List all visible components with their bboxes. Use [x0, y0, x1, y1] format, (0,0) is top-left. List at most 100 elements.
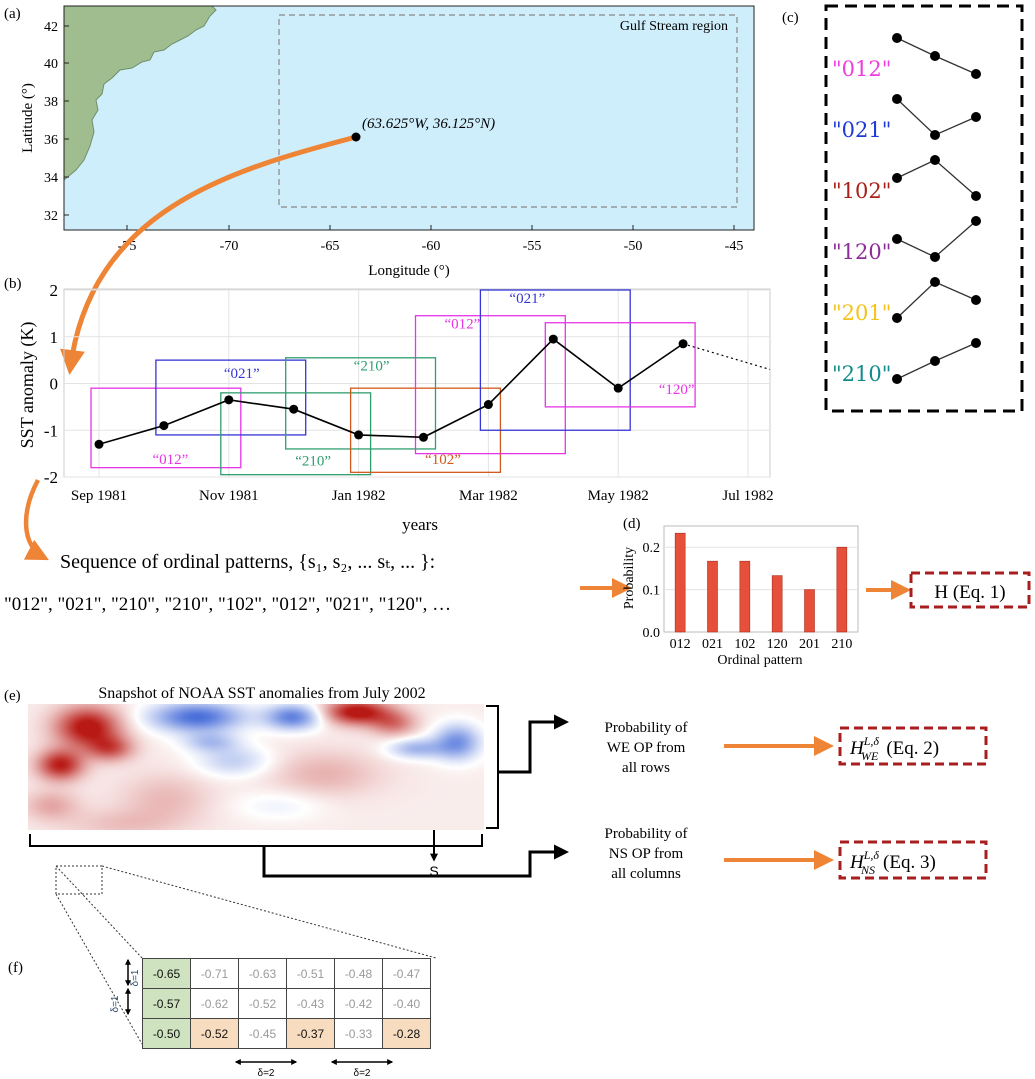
we-entropy-label: HL,δ WE (Eq. 2) — [849, 734, 939, 763]
anomaly-grid-cell: -0.40 — [382, 988, 431, 1019]
sst-point — [224, 395, 234, 405]
pattern-window-label: “210” — [295, 453, 331, 469]
anomaly-grid-cell: -0.43 — [286, 988, 335, 1019]
anomaly-grid-row: -0.57 -0.62 -0.52 -0.43 -0.42 -0.40 — [142, 988, 431, 1019]
pattern-window-box — [155, 359, 307, 436]
we-line-3: all rows — [622, 760, 670, 776]
sst-chart: “012” “021” “210” “210” “102” “012” “021” “120”… — [17, 281, 774, 534]
pattern-window-label: “102” — [425, 452, 461, 468]
pattern-legend: "012" "021" "102" "120" "201" "210" — [832, 33, 981, 386]
sst-y-ticks: 2 1 0 -1 -2 — [44, 281, 58, 487]
pattern-window-box — [285, 357, 437, 450]
ns-line-3: all columns — [611, 866, 681, 882]
pattern-legend-point — [971, 216, 981, 226]
zoom-lines — [55, 865, 437, 1045]
probability-chart: 012 021 102 120 201 210 0.0 0.1 0.2 Ordinal pat… — [622, 525, 859, 668]
sst-y-tick-label: -1 — [44, 421, 58, 440]
map-y-tick-label: 40 — [44, 57, 58, 72]
delta-h2-label: δ=2 — [354, 1068, 371, 1079]
anomaly-grid-cell: -0.71 — [190, 958, 239, 989]
map-x-tick-label: -55 — [523, 239, 542, 254]
histogram-bar — [771, 575, 783, 633]
entropy-box — [909, 571, 1031, 609]
pattern-legend-point — [930, 277, 940, 287]
sst-x-tick-label: Nov 1981 — [199, 488, 259, 504]
sst-series — [94, 334, 771, 449]
anomaly-grid-body: -0.65 -0.71 -0.63 -0.51 -0.48 -0.47 -0.57 -0.62… — [142, 958, 431, 1049]
sst-point — [483, 400, 493, 410]
map-panel: Gulf Stream region (63.625°W, 36.125°N) … — [20, 5, 755, 279]
histogram-x-tick-label: 201 — [799, 637, 820, 652]
sst-point — [354, 430, 364, 440]
delta-v1-label: δ=1 — [130, 969, 141, 986]
we-line-2: WE OP from — [607, 740, 686, 756]
sst-point — [289, 404, 299, 414]
sst-y-tick-label: 2 — [50, 281, 59, 300]
zoom-line-2 — [101, 865, 437, 959]
histogram-bar — [739, 560, 751, 633]
sst-x-tick-label: Mar 1982 — [459, 488, 518, 504]
pattern-legend-point — [892, 94, 902, 104]
anomaly-grid-cell: -0.37 — [286, 1018, 335, 1049]
land-coast — [64, 6, 217, 181]
track-arrow — [60, 134, 357, 375]
we-flow: Probability of WE OP from all rows HL,δ W… — [605, 720, 988, 776]
histogram-y-tick-label: 0.2 — [643, 541, 661, 556]
map-ylabel: Latitude (°) — [20, 83, 36, 153]
ns-entropy-sub: NS — [860, 863, 875, 877]
sst-x-ticks: Sep 1981 Nov 1981 Jan 1982 Mar 1982 May 1982… — [71, 488, 774, 504]
snapshot-title: Snapshot of NOAA SST anomalies from July… — [98, 685, 425, 702]
anomaly-grid-cell: -0.52 — [190, 1018, 239, 1049]
sst-point — [678, 339, 688, 349]
map-y-tick-label: 32 — [44, 209, 58, 224]
pattern-legend-shape — [896, 159, 977, 197]
point-label: (63.625°W, 36.125°N) — [362, 116, 495, 132]
sst-xlabel: years — [402, 515, 438, 534]
we-entropy-sup: L,δ — [863, 734, 880, 748]
pattern-legend-point — [930, 130, 940, 140]
sequence-arrow — [23, 478, 49, 561]
ns-entropy-sup: L,δ — [863, 848, 880, 862]
sequence-text: "012", "021", "210", "210", "102", "012"… — [4, 594, 451, 615]
histogram-ylabel: Probability — [622, 547, 637, 609]
pattern-legend-box — [824, 4, 1024, 413]
map-y-tick-label: 36 — [44, 133, 58, 148]
region-label: Gulf Stream region — [620, 19, 728, 34]
map-x-ticks: -75 -70 -65 -60 -55 -50 -45 — [118, 225, 743, 254]
sst-x-tick-label: Jan 1982 — [332, 488, 386, 504]
anomaly-grid-cell: -0.52 — [238, 988, 287, 1019]
zoom-line-3 — [55, 893, 143, 1045]
ns-entropy-box — [838, 840, 988, 880]
we-line-1: Probability of — [605, 720, 688, 736]
pattern-window-label: “012” — [152, 452, 188, 468]
anomaly-grid-cell: -0.45 — [238, 1018, 287, 1049]
pattern-window-box — [220, 392, 372, 476]
delta-v2-label: δ=1 — [110, 995, 121, 1012]
sst-point — [613, 383, 623, 393]
anomaly-grid-cell: -0.42 — [334, 988, 383, 1019]
histogram-y-tick-label: 0.1 — [643, 584, 661, 599]
pattern-legend-point — [971, 295, 981, 305]
anomaly-grid-cell: -0.48 — [334, 958, 383, 989]
sst-x-tick-label: Jul 1982 — [722, 488, 773, 504]
map-y-tick-label: 42 — [44, 20, 58, 35]
columns-bracket — [29, 834, 483, 847]
pattern-window-label: “012” — [445, 316, 481, 332]
histogram-bar — [707, 560, 718, 633]
sst-grid — [64, 289, 770, 478]
anomaly-grid-row: -0.50 -0.52 -0.45 -0.37 -0.33 -0.28 — [142, 1018, 431, 1049]
sst-x-tick-label: Sep 1981 — [71, 488, 127, 504]
sst-heatmap — [28, 704, 484, 830]
histogram-bar — [804, 589, 815, 633]
sst-y-tick-label: -2 — [44, 468, 58, 487]
we-entropy-letter: H — [849, 738, 865, 759]
map-y-tick-label: 38 — [44, 95, 58, 110]
histogram-grid — [664, 546, 858, 591]
map-x-tick-label: -70 — [220, 239, 239, 254]
pattern-legend-point — [892, 374, 902, 384]
rows-bracket — [486, 705, 499, 829]
sst-x-tick-label: May 1982 — [588, 488, 649, 504]
anomaly-grid: -0.65 -0.71 -0.63 -0.51 -0.48 -0.47 -0.57 -0.62… — [142, 958, 431, 1049]
map-xlabel: Longitude (°) — [368, 263, 449, 279]
